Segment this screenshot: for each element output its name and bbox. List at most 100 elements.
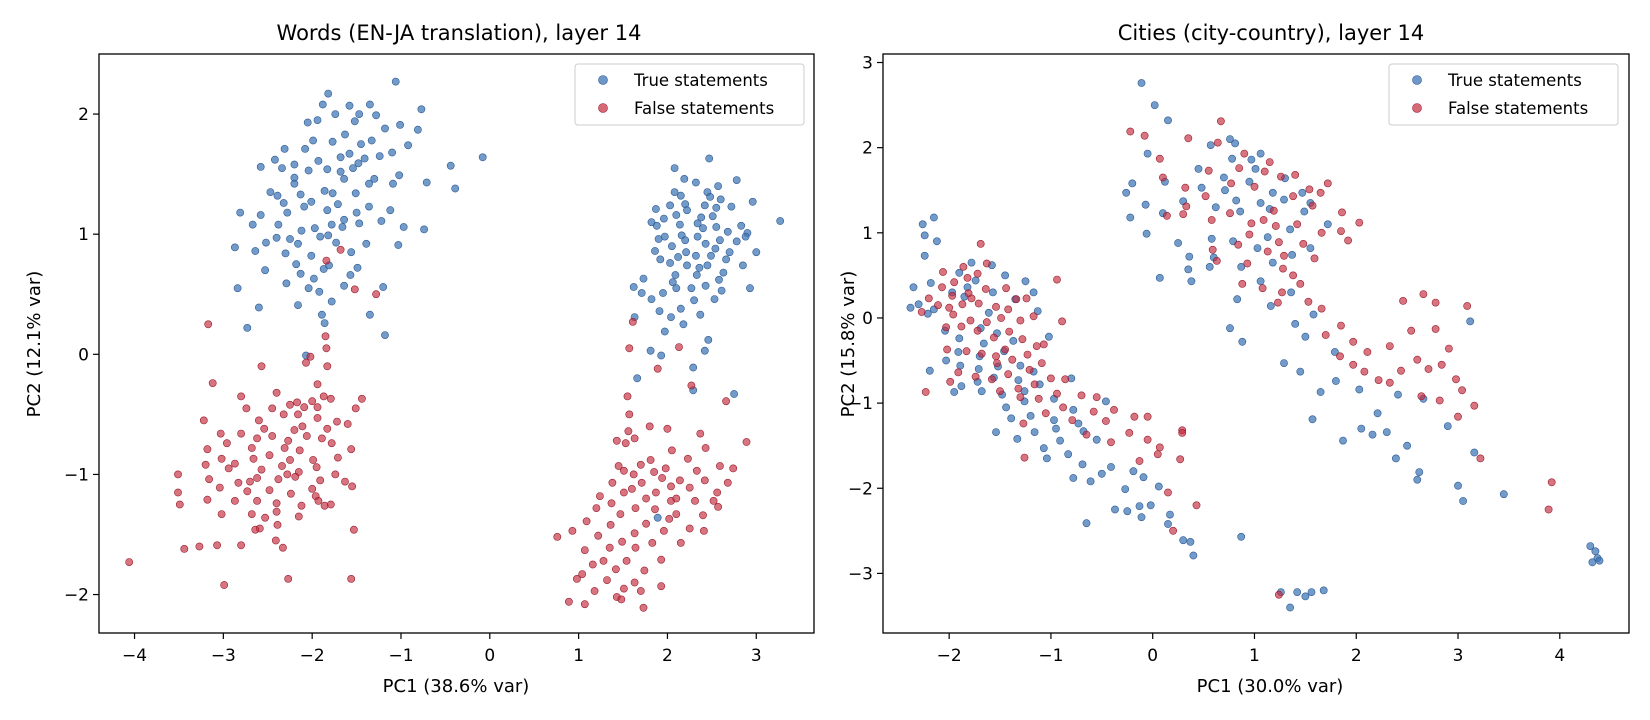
true-statement-point (315, 287, 324, 296)
false-statement-point (323, 424, 332, 433)
false-statement-point (993, 359, 1001, 367)
true-statement-point (388, 148, 396, 157)
true-statement-point (1268, 188, 1277, 197)
false-statement-point (988, 375, 996, 384)
false-statement-point (660, 527, 668, 535)
true-statement-point (357, 140, 365, 148)
false-statement-point (642, 494, 650, 503)
false-statement-point (1059, 403, 1067, 412)
y-tick-label: −1 (848, 394, 873, 414)
true-statement-point (274, 220, 283, 229)
false-statement-point (322, 256, 331, 265)
false-statement-point (290, 426, 299, 434)
true-statement-point (347, 248, 356, 257)
false-statement-point (1277, 172, 1285, 181)
false-statement-point (247, 444, 256, 452)
false-statement-point (294, 410, 302, 419)
false-statement-point (1019, 419, 1028, 428)
true-statement-point (955, 268, 964, 277)
false-statement-point (1544, 505, 1553, 514)
words-scatter-panel: Words (EN-JA translation), layer 14 −4 −3… (24, 21, 815, 697)
true-statement-point (394, 241, 403, 249)
true-statement-point (350, 117, 359, 126)
true-statement-point (701, 239, 710, 248)
false-statement-point (976, 239, 985, 248)
false-statement-point (1337, 321, 1345, 330)
true-statement-point (324, 89, 333, 98)
false-statement-point (709, 496, 718, 505)
false-statement-point (645, 422, 654, 431)
true-statement-point (1339, 436, 1347, 445)
false-statement-point (1305, 185, 1314, 194)
false-statement-point (636, 460, 645, 469)
legend-label-true: True statements (1447, 71, 1582, 90)
true-statement-point (1123, 507, 1132, 516)
true-statement-point (1056, 436, 1064, 445)
true-statement-point (693, 219, 702, 228)
true-statement-point (346, 271, 355, 279)
true-statement-point (1052, 424, 1060, 433)
false-statement-point (1363, 348, 1372, 356)
true-statement-point (668, 278, 677, 287)
true-statement-point (666, 201, 674, 210)
true-statement-point (314, 156, 323, 165)
true-statement-point (365, 179, 373, 188)
false-statement-point (603, 576, 611, 584)
false-statement-point (1192, 501, 1201, 510)
false-statement-point (596, 492, 604, 500)
y-tick-label: 2 (78, 105, 89, 125)
true-statement-point (1459, 497, 1467, 505)
false-statement-point (1004, 305, 1013, 314)
true-statement-point (261, 266, 269, 275)
true-statement-point (957, 382, 966, 390)
true-statement-point (700, 346, 709, 355)
true-statement-point (413, 125, 422, 134)
false-statement-point (174, 488, 182, 497)
false-statement-point (1355, 218, 1364, 227)
true-statement-point (323, 206, 332, 215)
true-statement-point (365, 100, 374, 109)
true-statement-point (716, 195, 725, 204)
false-statement-point (1004, 370, 1013, 379)
false-statement-point (1016, 393, 1025, 401)
false-statement-point (222, 439, 231, 448)
true-statement-point (370, 174, 379, 183)
false-statement-point (967, 294, 976, 303)
false-statement-point (204, 320, 213, 329)
true-statement-point (707, 251, 715, 260)
true-statement-point (1128, 179, 1137, 188)
plot-frame (882, 53, 1630, 634)
false-statement-point (199, 416, 208, 425)
false-statement-point (336, 245, 345, 254)
true-statement-point (1309, 310, 1318, 319)
true-statement-point (715, 275, 723, 284)
false-statement-point (1029, 312, 1038, 321)
true-statement-point (920, 231, 929, 240)
false-statement-point (257, 465, 266, 474)
true-statement-point (420, 225, 428, 234)
true-statement-point (746, 284, 754, 293)
false-statement-point (1344, 236, 1352, 245)
true-statement-point (984, 308, 993, 317)
true-statement-point (340, 215, 348, 224)
false-statement-point (317, 434, 326, 443)
false-statement-point (253, 474, 261, 482)
false-statement-point (1130, 412, 1139, 421)
true-statement-point (1236, 207, 1245, 216)
false-statement-point (934, 301, 942, 310)
true-statement-point (1280, 359, 1288, 367)
false-statement-point (1304, 297, 1313, 306)
false-statement-point (208, 379, 217, 387)
true-statement-point (379, 283, 388, 291)
false-statement-point (958, 300, 967, 309)
true-statement-point (1007, 414, 1016, 423)
true-statement-point (1074, 419, 1083, 428)
false-statement-point (286, 489, 295, 498)
false-statement-point (1258, 284, 1267, 293)
false-statement-point (272, 388, 281, 397)
true-statement-point (637, 289, 646, 297)
true-statement-point (309, 274, 318, 283)
false-statement-point (657, 555, 666, 564)
true-statement-point (1030, 428, 1039, 436)
true-statement-point (1126, 213, 1135, 222)
